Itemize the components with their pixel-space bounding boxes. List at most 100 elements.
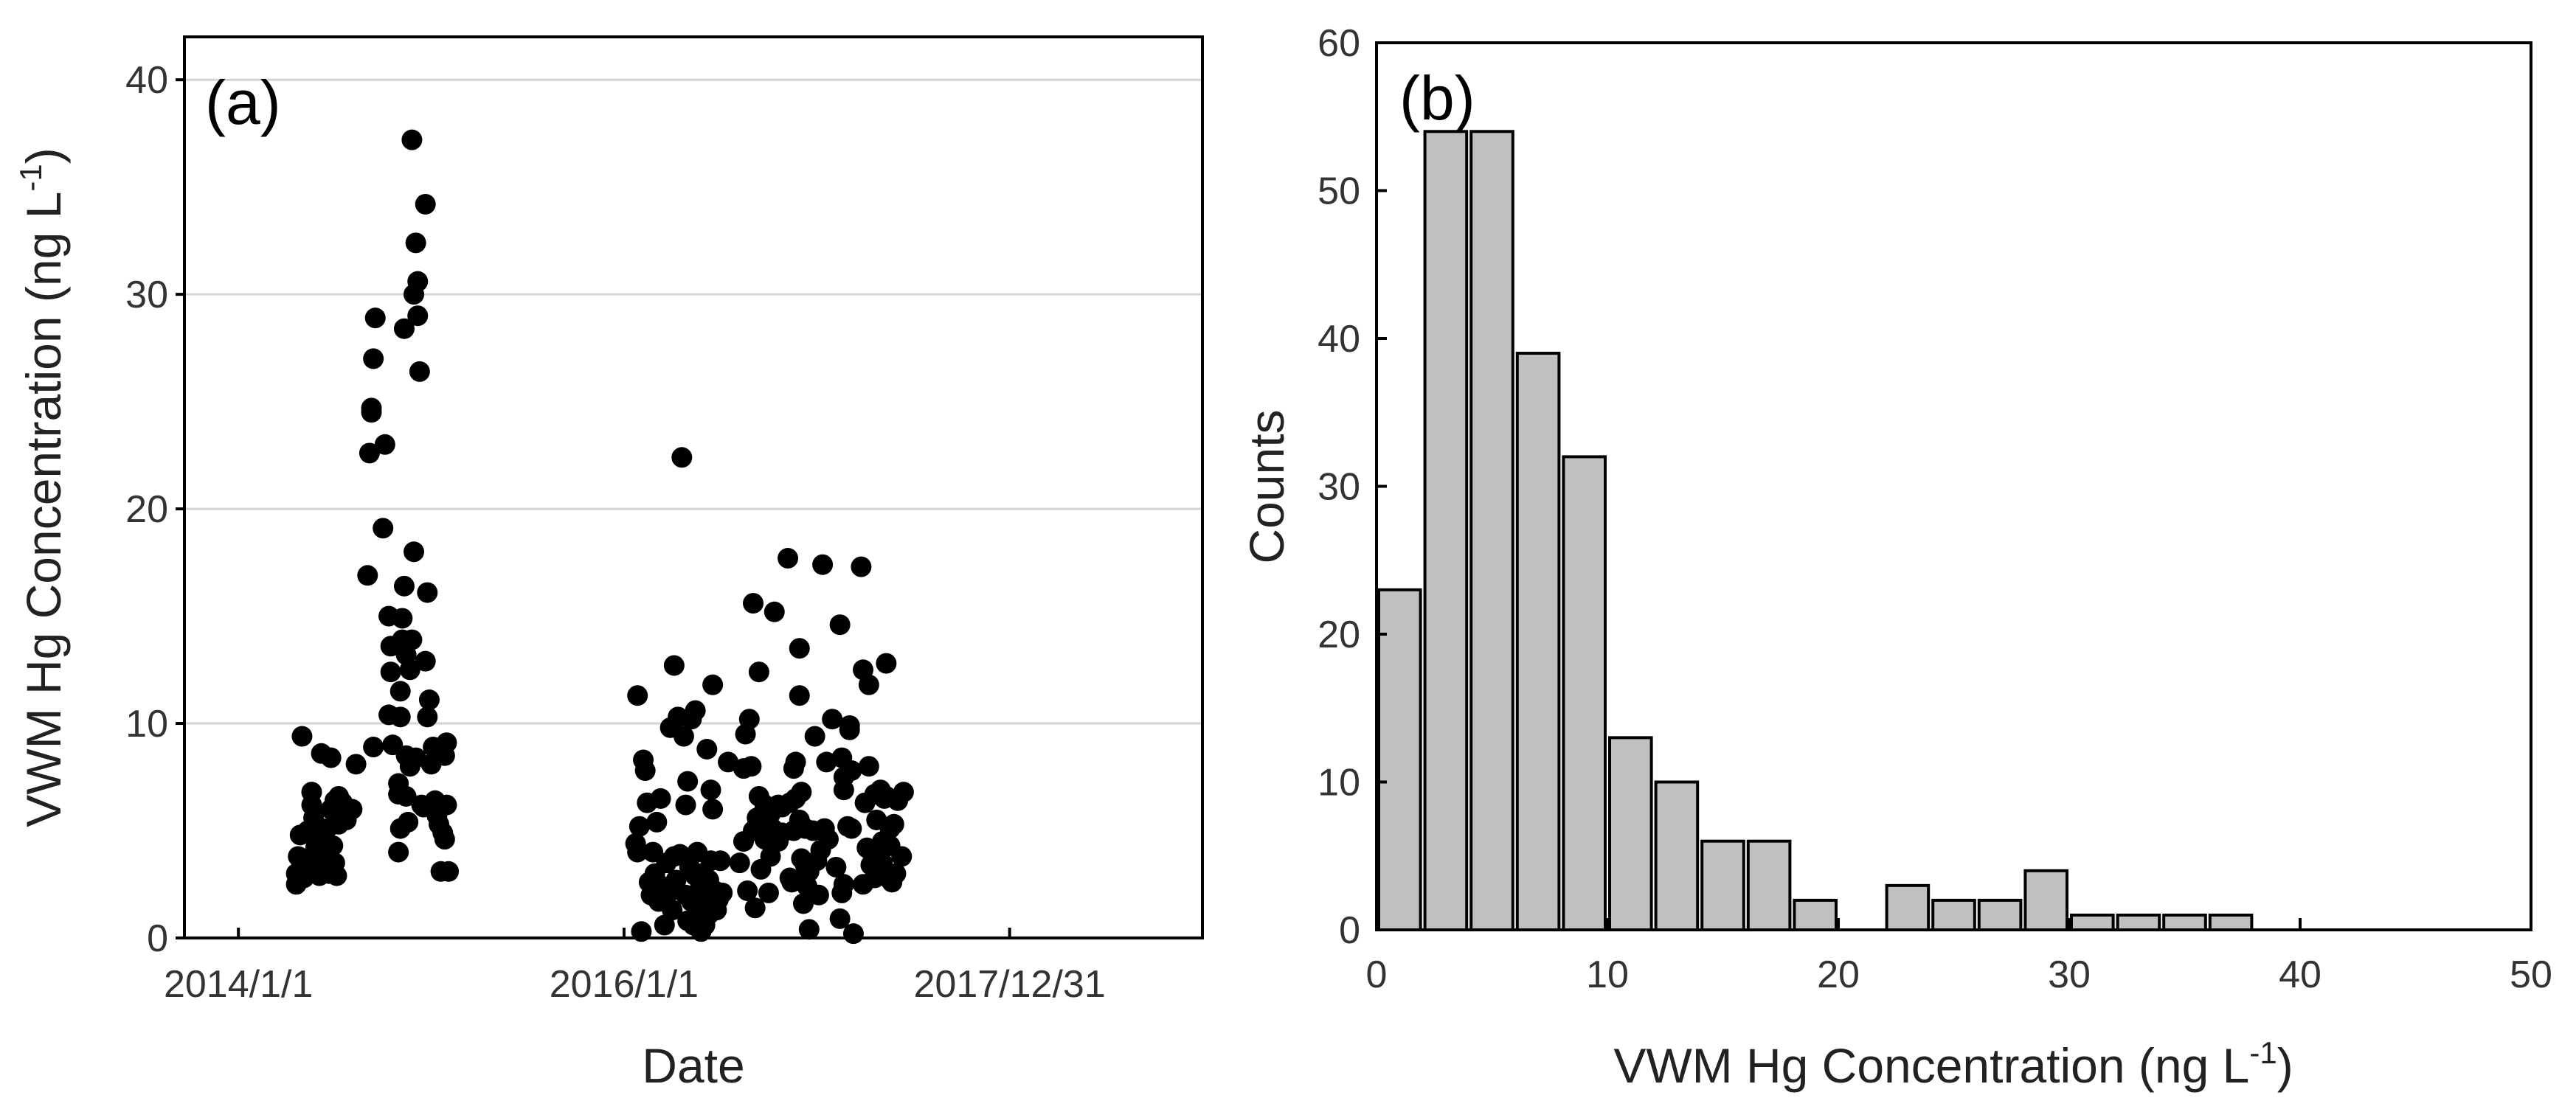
data-point <box>737 880 758 901</box>
data-point <box>798 919 820 940</box>
data-point <box>710 850 731 872</box>
data-point <box>627 685 648 706</box>
x-tick-label: 2016/1/1 <box>550 963 699 1006</box>
data-point <box>320 747 342 768</box>
panel-a-label: (a) <box>205 68 281 137</box>
data-point <box>858 756 879 777</box>
data-point <box>675 794 696 816</box>
data-point <box>785 751 806 773</box>
histogram-bar <box>1608 736 1653 931</box>
histogram-bar <box>1885 883 1931 931</box>
data-point <box>841 818 862 839</box>
data-point <box>817 829 839 850</box>
data-point <box>363 348 384 369</box>
panel-a-scatter: 0 10 20 30 40 2014/1/1 2016/1/1 2017/12/31 (a)… <box>13 35 1204 1093</box>
data-point <box>417 582 438 603</box>
data-point <box>671 447 693 468</box>
data-point <box>743 593 764 614</box>
data-point <box>405 232 426 254</box>
histogram-bar <box>1931 898 1976 932</box>
panel-b-xlabel-main: VWM Hg Concentration (ng L <box>1613 1038 2249 1093</box>
data-point <box>438 861 460 882</box>
data-point <box>833 874 854 895</box>
data-point <box>700 779 721 801</box>
histogram-bar <box>2070 913 2115 931</box>
data-point <box>361 402 382 423</box>
data-point <box>663 655 685 676</box>
data-point <box>778 548 799 569</box>
data-point <box>418 689 440 711</box>
data-point <box>789 685 810 706</box>
y-tick-label: 40 <box>1318 318 1360 361</box>
data-point <box>758 882 779 903</box>
panel-a-ylabel-close: ) <box>16 147 71 164</box>
data-point <box>789 638 810 659</box>
data-point <box>741 756 762 777</box>
data-point <box>374 434 395 455</box>
histogram-bar <box>2162 913 2207 931</box>
x-tick-label: 2017/12/31 <box>914 963 1106 1006</box>
x-tick-label: 0 <box>1366 953 1388 996</box>
data-point <box>363 737 384 758</box>
data-point <box>829 908 851 929</box>
data-point <box>677 771 699 792</box>
data-point <box>291 726 313 747</box>
data-point <box>718 751 739 773</box>
data-point <box>436 732 457 754</box>
data-point <box>825 856 847 878</box>
y-tick-label: 10 <box>1318 762 1360 805</box>
data-point <box>729 852 750 874</box>
data-point <box>885 863 907 884</box>
data-point <box>829 614 851 636</box>
panel-b-xlabel-close: ) <box>2277 1038 2293 1093</box>
y-tick-label: 0 <box>147 917 168 960</box>
data-point <box>883 813 904 835</box>
data-point <box>415 650 436 672</box>
panel-b-xlabel: VWM Hg Concentration (ng L-1) <box>1613 1035 2293 1093</box>
data-point <box>702 674 724 695</box>
data-point <box>712 882 733 903</box>
data-point <box>373 518 394 539</box>
data-point <box>393 318 415 339</box>
histogram-bar <box>1793 898 1838 932</box>
data-point <box>409 361 430 382</box>
data-point <box>401 129 423 150</box>
data-point <box>342 799 363 820</box>
histogram-bar <box>1469 130 1514 931</box>
x-tick-label: 20 <box>1817 953 1860 996</box>
data-point <box>808 884 829 906</box>
y-tick-label: 30 <box>125 274 168 316</box>
x-tick-label: 40 <box>2279 953 2321 996</box>
y-tick-label: 60 <box>1318 22 1360 65</box>
data-point <box>364 307 386 329</box>
data-point <box>415 193 436 215</box>
panel-b-x-ticks: 0 10 20 30 40 50 <box>1366 918 2552 996</box>
data-point <box>629 816 650 837</box>
data-point <box>395 785 417 807</box>
data-point <box>389 706 411 728</box>
panel-b-y-ticks: 0 10 20 30 40 50 60 <box>1318 22 1387 952</box>
data-point <box>665 869 687 891</box>
histogram-bar <box>1746 839 1792 931</box>
panel-a-gridlines <box>184 78 1202 725</box>
data-point <box>685 700 706 721</box>
data-point <box>650 788 671 809</box>
panel-a-xlabel: Date <box>642 1038 744 1093</box>
data-point <box>405 747 426 768</box>
data-point <box>401 629 423 650</box>
x-tick-label: 10 <box>1586 953 1629 996</box>
data-point <box>322 835 344 856</box>
y-tick-label: 0 <box>1339 909 1360 952</box>
data-point <box>404 541 425 563</box>
data-point <box>392 608 413 629</box>
data-point <box>398 811 419 833</box>
panel-b-ylabel: Counts <box>1239 409 1294 563</box>
data-point <box>851 556 872 577</box>
data-point <box>301 782 322 803</box>
histogram-bar <box>1423 130 1469 931</box>
data-point <box>702 799 724 820</box>
y-tick-label: 50 <box>1318 170 1360 213</box>
panel-a-ylabel-sup: -1 <box>13 164 48 191</box>
histogram-bar <box>1700 839 1745 931</box>
histogram-bar <box>1654 780 1700 931</box>
